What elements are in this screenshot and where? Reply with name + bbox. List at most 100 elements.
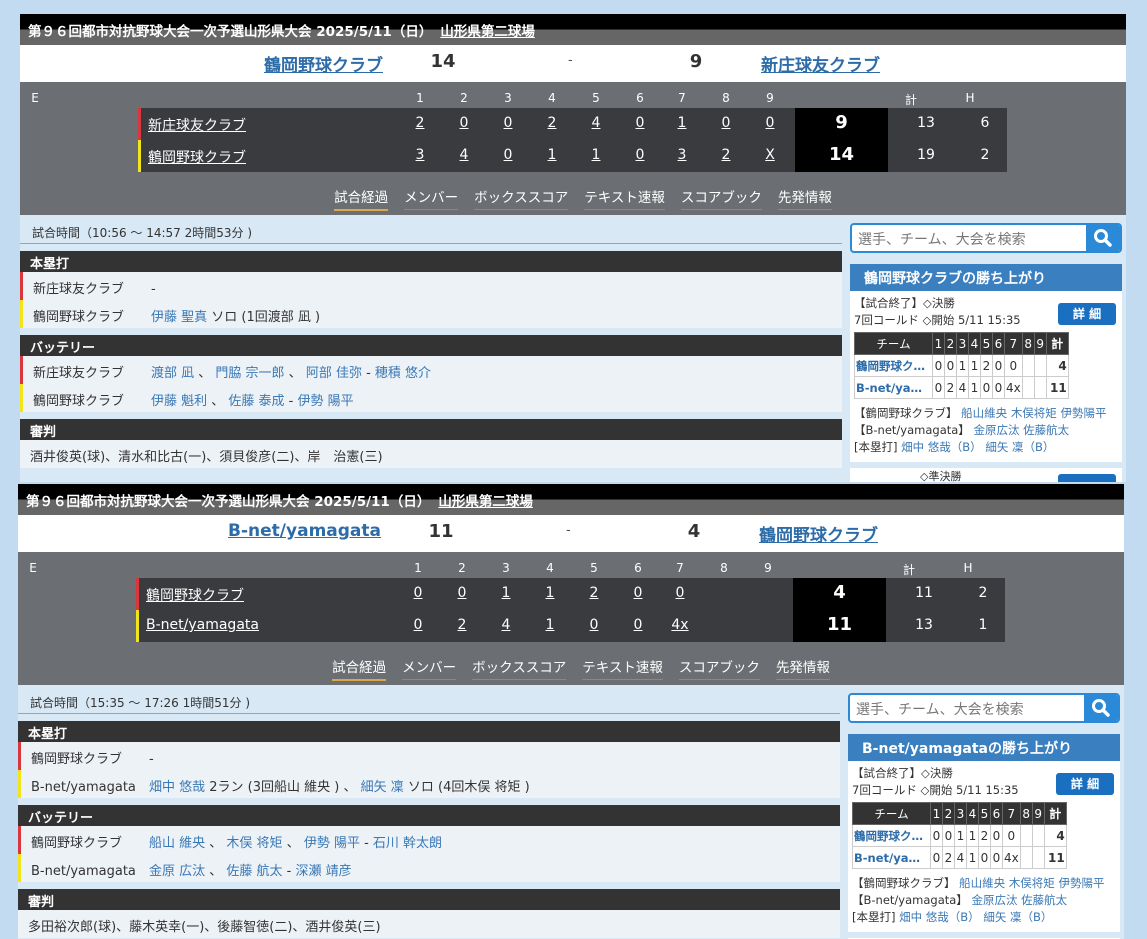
inning-score-link[interactable]: 1 — [591, 147, 601, 163]
player-link[interactable]: 佐藤航太 — [1023, 423, 1070, 437]
inning-score-link[interactable]: 1 — [545, 617, 555, 633]
inning-score-link[interactable]: 4x — [671, 617, 689, 633]
player-link[interactable]: 佐藤 航太 — [226, 864, 283, 879]
player-link[interactable]: 佐藤航太 — [1021, 893, 1068, 907]
player-link[interactable]: 細矢 凜 — [360, 780, 404, 795]
right-score: 4 — [687, 521, 701, 542]
inning-score-link[interactable]: 0 — [457, 585, 467, 601]
tab-5[interactable]: 先発情報 — [775, 656, 830, 680]
inning-score-link[interactable]: 1 — [677, 115, 687, 131]
inning-score-link[interactable]: 3 — [677, 147, 687, 163]
mini-inning — [1021, 376, 1035, 399]
player-link[interactable]: 深瀬 靖彦 — [295, 864, 352, 879]
inning-score-link[interactable]: 0 — [459, 115, 469, 131]
player-link[interactable]: 船山維央 — [961, 406, 1008, 420]
inning-score-link[interactable]: 0 — [675, 585, 685, 601]
inning-score-link[interactable]: 2 — [457, 617, 467, 633]
player-link[interactable]: 伊勢 陽平 — [297, 394, 354, 409]
player-link[interactable]: 畑中 悠哉（B） — [899, 910, 980, 924]
inning-score-link[interactable]: 2 — [721, 147, 731, 163]
mini-team-link[interactable]: 鶴岡野球ク… — [854, 354, 933, 377]
left-team-link[interactable]: B-net/yamagata — [228, 521, 381, 541]
player-link[interactable]: 伊藤 聖真 — [151, 310, 208, 325]
player-link[interactable]: 細矢 凜（B） — [985, 440, 1055, 454]
player-link[interactable]: 畑中 悠哉 — [149, 780, 206, 795]
right-team-link[interactable]: 新庄球友クラブ — [761, 56, 880, 76]
inning-score-link[interactable]: 1 — [547, 147, 557, 163]
inning-score-link[interactable]: 0 — [589, 617, 599, 633]
inning-score-link[interactable]: 4 — [459, 147, 469, 163]
result-card: 【試合終了】◇決勝 7回コールド ◇開始 5/11 15:35 詳 細チーム 1 2 3 4… — [848, 761, 1120, 932]
detail-button[interactable]: 詳 細 — [1056, 773, 1114, 795]
inning-score-link[interactable]: 1 — [501, 585, 511, 601]
player-link[interactable]: 門脇 宗一郎 — [215, 366, 285, 381]
inning-score-link[interactable]: 0 — [721, 115, 731, 131]
player-link[interactable]: 金原 広汰 — [149, 864, 206, 879]
inning-score-link[interactable]: 1 — [545, 585, 555, 601]
inning-score-link[interactable]: 0 — [635, 147, 645, 163]
inning-score-link[interactable]: 3 — [415, 147, 425, 163]
player-link[interactable]: 畑中 悠哉（B） — [901, 440, 982, 454]
inning-score-link[interactable]: 0 — [633, 585, 643, 601]
player-link[interactable]: 伊勢 陽平 — [303, 836, 360, 851]
tab-3[interactable]: テキスト速報 — [582, 656, 663, 680]
inning-score-link[interactable]: 4 — [501, 617, 511, 633]
inning-score-link[interactable]: 0 — [765, 115, 775, 131]
detail-button[interactable]: 詳 細 — [1058, 303, 1116, 325]
player-link[interactable]: 細矢 凜（B） — [983, 910, 1053, 924]
inning-score-link[interactable]: 0 — [503, 115, 513, 131]
next-detail-button[interactable] — [1058, 474, 1116, 482]
player-link[interactable]: 船山 維央 — [149, 836, 206, 851]
inning-score-link[interactable]: 2 — [547, 115, 557, 131]
inning-score-link[interactable]: 0 — [413, 617, 423, 633]
inning-score-link[interactable]: 4 — [591, 115, 601, 131]
search-input[interactable]: 選手、チーム、大会を検索 — [856, 702, 1024, 718]
team-link[interactable]: 新庄球友クラブ — [148, 118, 246, 134]
search-button[interactable] — [1086, 225, 1120, 251]
tab-0[interactable]: 試合経過 — [334, 186, 389, 211]
inning-score-link[interactable]: 0 — [503, 147, 513, 163]
venue-link[interactable]: 山形県第二球場 — [438, 494, 533, 510]
tab-1[interactable]: メンバー — [404, 186, 459, 210]
inning-score-link[interactable]: 0 — [635, 115, 645, 131]
player-link[interactable]: 石川 幹太朗 — [372, 836, 443, 851]
player-link[interactable]: 金原広汰 — [971, 893, 1018, 907]
player-link[interactable]: 伊勢陽平 — [1060, 406, 1107, 420]
mini-inning: 1 — [968, 354, 981, 377]
inning-score-link[interactable]: 0 — [633, 617, 643, 633]
tab-2[interactable]: ボックススコア — [472, 656, 567, 680]
mini-team-link[interactable]: B-net/ya… — [852, 846, 931, 869]
inning-score-link[interactable]: 0 — [413, 585, 423, 601]
venue-link[interactable]: 山形県第二球場 — [440, 24, 535, 40]
tab-5[interactable]: 先発情報 — [777, 186, 832, 210]
mini-team-link[interactable]: B-net/ya… — [854, 376, 933, 399]
player-link[interactable]: 伊勢陽平 — [1058, 876, 1105, 890]
inning-score-link[interactable]: 2 — [415, 115, 425, 131]
player-link[interactable]: 伊藤 魁利 — [151, 394, 208, 409]
player-link[interactable]: 渡部 凪 — [151, 366, 195, 381]
tab-3[interactable]: テキスト速報 — [584, 186, 665, 210]
mini-team-link[interactable]: 鶴岡野球ク… — [852, 824, 931, 847]
player-link[interactable]: 木俣将矩 — [1008, 876, 1055, 890]
player-link[interactable]: 木俣 将矩 — [226, 836, 283, 851]
left-team-link[interactable]: 鶴岡野球クラブ — [264, 56, 383, 76]
tab-0[interactable]: 試合経過 — [332, 656, 387, 681]
tab-1[interactable]: メンバー — [402, 656, 457, 680]
search-button[interactable] — [1084, 695, 1118, 721]
player-link[interactable]: 阿部 佳弥 — [305, 366, 362, 381]
right-team-link[interactable]: 鶴岡野球クラブ — [759, 526, 878, 546]
player-link[interactable]: 船山維央 — [959, 876, 1006, 890]
search-input[interactable]: 選手、チーム、大会を検索 — [858, 232, 1026, 248]
player-link[interactable]: 金原広汰 — [973, 423, 1020, 437]
player-link[interactable]: 佐藤 泰成 — [228, 394, 285, 409]
inning-score-link[interactable]: X — [765, 147, 775, 163]
inning-score-link[interactable]: 2 — [589, 585, 599, 601]
team-link[interactable]: 鶴岡野球クラブ — [148, 150, 246, 166]
tab-4[interactable]: スコアブック — [680, 186, 762, 210]
tab-2[interactable]: ボックススコア — [474, 186, 569, 210]
team-link[interactable]: 鶴岡野球クラブ — [146, 588, 244, 604]
team-link[interactable]: B-net/yamagata — [146, 617, 259, 633]
player-link[interactable]: 穂積 悠介 — [374, 366, 432, 381]
tab-4[interactable]: スコアブック — [678, 656, 760, 680]
player-link[interactable]: 木俣将矩 — [1010, 406, 1057, 420]
